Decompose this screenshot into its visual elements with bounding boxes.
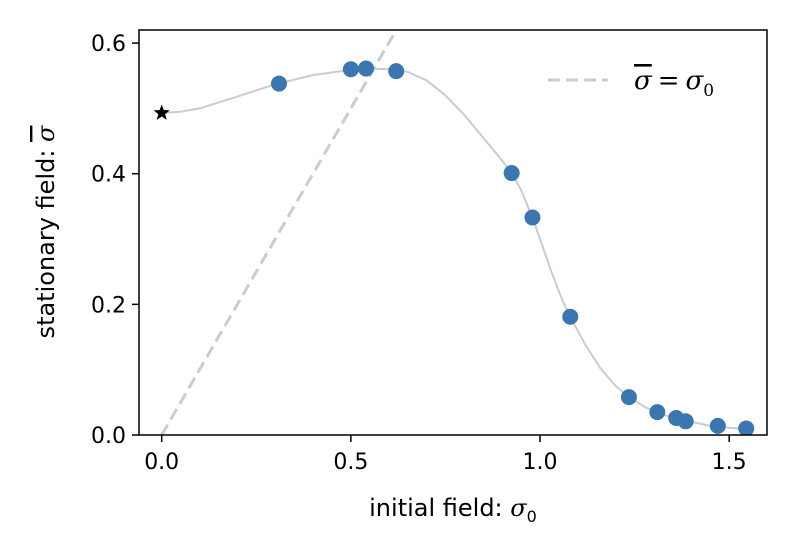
data-point-1 (270, 75, 287, 92)
x-tick-label: 0.5 (333, 450, 368, 475)
data-point-12 (709, 417, 726, 434)
data-point-13 (738, 420, 755, 435)
identity-line (160, 30, 398, 435)
plot-background (139, 30, 767, 435)
data-points (270, 60, 755, 435)
plot-frame (138, 29, 768, 436)
data-point-9 (649, 404, 666, 421)
data-point-2 (342, 61, 359, 78)
x-axis-label: initial field: σ0 (369, 494, 537, 526)
y-axis-label: stationary field: σ (32, 125, 60, 339)
legend: σ = σ0 (548, 66, 714, 101)
data-point-5 (503, 165, 520, 182)
data-point-7 (562, 308, 579, 325)
data-point-4 (388, 63, 405, 80)
x-tick-label: 1.0 (523, 450, 558, 475)
data-point-6 (524, 209, 541, 226)
star-marker (153, 104, 170, 120)
data-point-3 (357, 60, 374, 77)
x-axis-ticks: 0.0 0.5 1.0 1.5 (144, 435, 747, 475)
y-tick-label: 0.6 (91, 32, 126, 57)
y-tick-label: 0.2 (91, 293, 126, 318)
x-tick-label: 1.5 (712, 450, 747, 475)
x-tick-label: 0.0 (144, 450, 179, 475)
data-point-11 (677, 413, 694, 430)
data-point-8 (620, 389, 637, 406)
y-tick-label: 0.4 (91, 163, 126, 188)
y-tick-label: 0.0 (91, 424, 126, 449)
y-axis-ticks: 0.0 0.2 0.4 0.6 (91, 32, 139, 449)
legend-label: σ = σ0 (634, 66, 714, 101)
